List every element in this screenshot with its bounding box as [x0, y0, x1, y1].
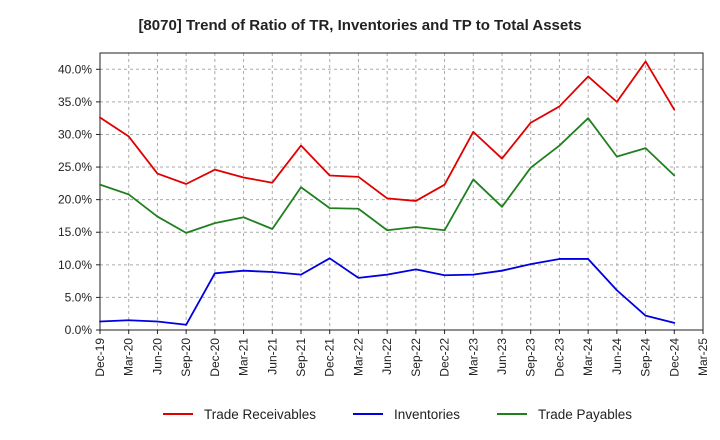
y-tick-label: 40.0%	[58, 62, 92, 76]
series-line-trade-payables	[99, 117, 676, 234]
series-line-inventories	[99, 257, 676, 326]
y-axis: 0.0% 5.0% 10.0% 15.0% 20.0% 25.0% 30.0% 35.0% 40…	[58, 62, 100, 337]
x-tick-label: Dec-20	[208, 338, 222, 377]
x-tick-label: Sep-24	[639, 338, 653, 377]
y-tick-label: 15.0%	[58, 225, 92, 239]
x-tick-label: Mar-20	[122, 338, 136, 376]
grid	[100, 53, 703, 330]
plot-area-frame	[99, 52, 704, 331]
chart-title: [8070] Trend of Ratio of TR, Inventories…	[138, 17, 581, 34]
x-axis: Dec-19 Mar-20 Jun-20 Sep-20 Dec-20 Mar-21 Jun-…	[93, 330, 710, 377]
x-tick-label: Mar-21	[237, 338, 251, 376]
x-tick-label: Mar-25	[696, 338, 710, 376]
x-tick-label: Sep-20	[179, 338, 193, 377]
legend-label: Trade Payables	[538, 407, 632, 422]
legend-label: Trade Receivables	[204, 407, 316, 422]
x-tick-label: Sep-22	[409, 338, 423, 377]
x-tick-label: Mar-24	[581, 338, 595, 376]
x-tick-label: Dec-23	[552, 338, 566, 377]
y-tick-label: 5.0%	[65, 290, 93, 304]
legend: Trade Receivables Inventories Trade Payabl…	[163, 407, 632, 422]
y-tick-label: 25.0%	[58, 160, 92, 174]
x-tick-label: Dec-22	[438, 338, 452, 377]
x-tick-label: Dec-24	[667, 338, 681, 377]
x-tick-label: Jun-24	[610, 338, 624, 375]
x-tick-label: Jun-22	[380, 338, 394, 375]
x-tick-label: Jun-21	[265, 338, 279, 375]
series-lines	[99, 60, 676, 326]
x-tick-label: Sep-23	[524, 338, 538, 377]
y-tick-label: 10.0%	[58, 258, 92, 272]
legend-label: Inventories	[394, 407, 460, 422]
y-tick-label: 35.0%	[58, 95, 92, 109]
x-tick-label: Dec-19	[93, 338, 107, 377]
x-tick-label: Sep-21	[294, 338, 308, 377]
x-tick-label: Mar-22	[351, 338, 365, 376]
x-tick-label: Jun-20	[150, 338, 164, 375]
series-line-trade-receivables	[99, 60, 676, 202]
x-tick-label: Dec-21	[323, 338, 337, 377]
x-tick-label: Jun-23	[495, 338, 509, 375]
y-tick-label: 0.0%	[65, 323, 93, 337]
x-tick-label: Mar-23	[466, 338, 480, 376]
y-tick-label: 20.0%	[58, 193, 92, 207]
y-tick-label: 30.0%	[58, 127, 92, 141]
